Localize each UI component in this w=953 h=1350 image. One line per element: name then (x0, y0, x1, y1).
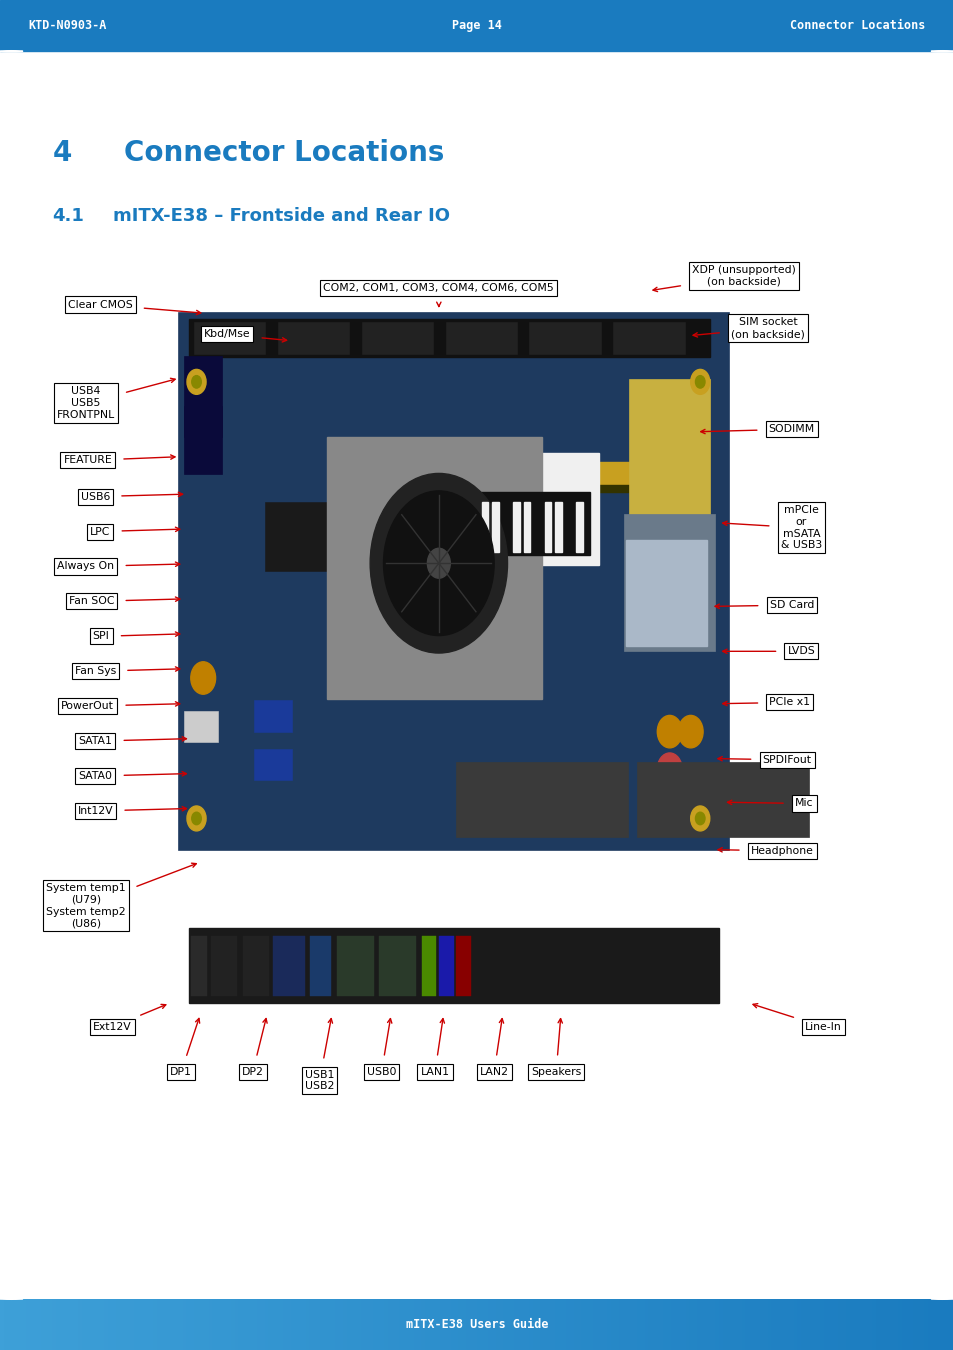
Bar (253, 749, 292, 780)
Text: LAN1: LAN1 (420, 1018, 449, 1077)
Bar (456, 763, 627, 837)
Bar (613, 323, 684, 355)
Bar (445, 323, 517, 355)
Bar (637, 763, 808, 837)
Bar (623, 514, 714, 651)
Text: COM2, COM1, COM3, COM4, COM6, COM5: COM2, COM1, COM3, COM4, COM6, COM5 (323, 284, 554, 306)
Bar (456, 493, 589, 555)
Text: mITX-E38 Users Guide: mITX-E38 Users Guide (405, 1318, 548, 1331)
Text: System temp1
(U79)
System temp2
(U86): System temp1 (U79) System temp2 (U86) (46, 863, 196, 929)
Text: 4.1: 4.1 (52, 207, 84, 225)
Bar (327, 437, 541, 699)
Bar (277, 323, 349, 355)
Text: PCIe x1: PCIe x1 (722, 698, 809, 707)
Text: Fan Sys: Fan Sys (74, 667, 179, 676)
Text: mITX-E38 – Frontside and Rear IO: mITX-E38 – Frontside and Rear IO (112, 207, 449, 225)
Text: USB0: USB0 (367, 1018, 395, 1077)
Text: 4: 4 (52, 139, 71, 166)
Circle shape (383, 491, 494, 636)
Bar (481, 502, 488, 552)
Circle shape (187, 370, 206, 394)
Bar (544, 502, 551, 552)
Text: Speakers: Speakers (531, 1019, 580, 1077)
Bar (421, 936, 436, 995)
Bar (184, 405, 222, 474)
Bar (193, 323, 265, 355)
Circle shape (657, 716, 681, 748)
Text: Page 14: Page 14 (452, 19, 501, 32)
Bar (529, 323, 600, 355)
Bar (456, 936, 471, 995)
Bar (253, 701, 292, 732)
Bar (184, 355, 222, 436)
Text: USB6: USB6 (81, 491, 182, 502)
Bar (179, 313, 728, 849)
Circle shape (427, 548, 450, 578)
Bar (273, 936, 305, 995)
Text: DP1: DP1 (171, 1018, 199, 1077)
Circle shape (657, 753, 681, 786)
Circle shape (678, 716, 702, 748)
Bar (446, 454, 598, 566)
Text: Line-In: Line-In (752, 1003, 841, 1031)
Bar (191, 936, 207, 995)
Circle shape (695, 375, 704, 387)
Text: USB4
USB5
FRONTPNL: USB4 USB5 FRONTPNL (56, 378, 175, 420)
Bar (628, 379, 709, 560)
Text: SD Card: SD Card (715, 601, 813, 610)
Text: SATA0: SATA0 (78, 771, 186, 782)
Bar (555, 502, 561, 552)
Circle shape (192, 375, 201, 387)
Text: USB1
USB2: USB1 USB2 (305, 1018, 334, 1091)
Text: FEATURE: FEATURE (63, 455, 174, 466)
Text: SPI: SPI (92, 632, 179, 641)
Bar (460, 502, 467, 552)
Circle shape (695, 813, 704, 825)
Circle shape (370, 474, 507, 653)
Text: KTD-N0903-A: KTD-N0903-A (29, 19, 107, 32)
Text: LVDS: LVDS (722, 647, 815, 656)
Text: Clear CMOS: Clear CMOS (68, 300, 200, 315)
Bar (265, 502, 327, 571)
Text: mPCIe
or
mSATA
& USB3: mPCIe or mSATA & USB3 (722, 505, 821, 551)
Bar (576, 502, 582, 552)
Bar (310, 936, 331, 995)
Text: SODIMM: SODIMM (700, 424, 814, 435)
Text: SIM socket
(on backside): SIM socket (on backside) (693, 317, 804, 339)
Circle shape (187, 806, 206, 832)
Text: Always On: Always On (57, 562, 179, 571)
Bar (513, 502, 519, 552)
Circle shape (191, 662, 215, 694)
Text: DP2: DP2 (242, 1018, 267, 1077)
Text: Int12V: Int12V (77, 806, 186, 815)
Bar (211, 936, 237, 995)
Bar (389, 463, 707, 485)
Bar (625, 540, 706, 645)
Bar (523, 502, 530, 552)
Text: LAN2: LAN2 (479, 1018, 508, 1077)
Text: PowerOut: PowerOut (61, 701, 179, 711)
Text: Ext12V: Ext12V (93, 1004, 166, 1031)
Text: Headphone: Headphone (718, 846, 813, 856)
Bar (438, 936, 454, 995)
Bar (242, 936, 269, 995)
Circle shape (690, 806, 709, 832)
Bar (389, 485, 707, 493)
Bar (184, 711, 217, 743)
Text: SATA1: SATA1 (78, 736, 186, 747)
Text: LPC: LPC (90, 526, 179, 536)
Bar (378, 936, 416, 995)
Text: Connector Locations: Connector Locations (789, 19, 924, 32)
Bar (189, 929, 719, 1003)
Text: Fan SOC: Fan SOC (69, 597, 179, 606)
Text: SPDIFout: SPDIFout (718, 755, 811, 765)
Bar (189, 320, 709, 356)
Bar (492, 502, 498, 552)
Bar (361, 323, 433, 355)
Bar (336, 936, 374, 995)
Text: Mic: Mic (727, 798, 813, 809)
Text: XDP (unsupported)
(on backside): XDP (unsupported) (on backside) (652, 265, 795, 292)
Circle shape (192, 813, 201, 825)
Text: Connector Locations: Connector Locations (124, 139, 444, 166)
Circle shape (690, 370, 709, 394)
